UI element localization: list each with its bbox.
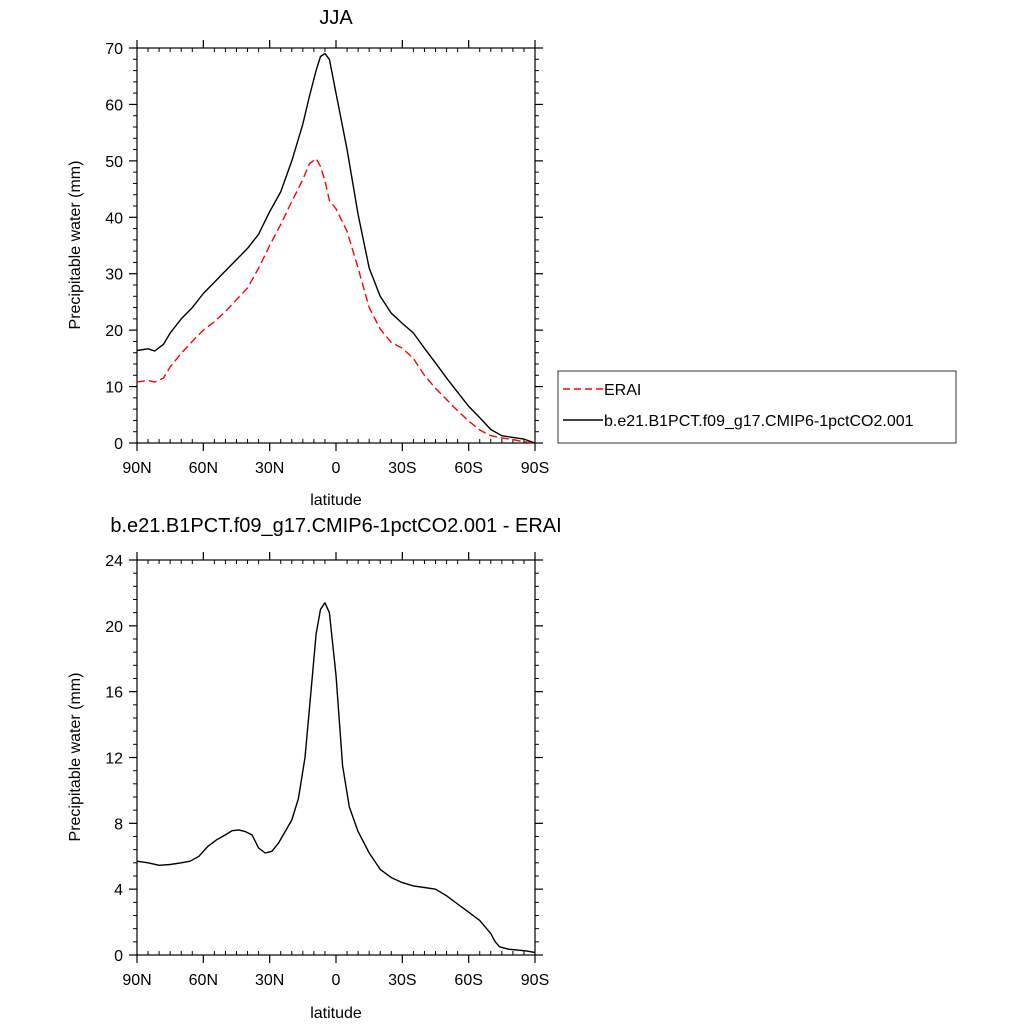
legend-label-model: b.e21.B1PCT.f09_g17.CMIP6-1pctCO2.001 (604, 413, 914, 430)
panel-2-y-tick-label: 16 (105, 685, 123, 702)
panel-2-x-tick-label: 60S (454, 972, 482, 989)
panel-2-y-tick-label: 12 (105, 751, 123, 768)
panel-2-x-axis-label: latitude (310, 1005, 362, 1022)
panel-1-y-tick-label: 30 (105, 267, 123, 284)
panel-2-x-tick-label: 60N (189, 972, 218, 989)
panel-1-series-erai-line (136, 157, 536, 444)
panel-1-axes: 90N 60N 30N 0 30S 60S 90S 0 10 20 30 40 50 60 70 (105, 40, 549, 477)
panel-2-x-tick-label: 90S (521, 972, 549, 989)
legend: ERAI b.e21.B1PCT.f09_g17.CMIP6-1pctCO2.0… (557, 370, 957, 444)
panel-2-plot-frame (136, 559, 536, 956)
panel-2-x-tick-label: 0 (332, 972, 341, 989)
panel-2-y-tick-label: 4 (114, 882, 123, 899)
panel-1-y-tick-label: 50 (105, 154, 123, 171)
panel-1-x-tick-label: 60S (454, 460, 482, 477)
panel-1-series (136, 52, 536, 444)
legend-label-erai: ERAI (604, 382, 641, 399)
panel-2-title: b.e21.B1PCT.f09_g17.CMIP6-1pctCO2.001 - … (110, 515, 561, 537)
panel-2-axes: 90N 60N 30N 0 30S 60S 90S 0 4 8 12 16 20 24 (105, 552, 549, 989)
panel-1-x-tick-label: 90S (521, 460, 549, 477)
panel-2: b.e21.B1PCT.f09_g17.CMIP6-1pctCO2.001 - … (67, 515, 562, 1022)
panel-1-y-axis-label: Precipitable water (mm) (67, 161, 84, 330)
panel-1-title: JJA (319, 7, 353, 29)
panel-1-y-tick-label: 40 (105, 210, 123, 227)
panel-2-y-axis-label: Precipitable water (mm) (67, 673, 84, 842)
panel-2-series-model-line (136, 602, 536, 954)
panel-1-x-tick-label: 30S (388, 460, 416, 477)
panel-2-y-tick-label: 8 (114, 816, 123, 833)
panel-1-y-tick-label: 20 (105, 323, 123, 340)
panel-2-x-tick-label: 30S (388, 972, 416, 989)
panel-1-series-model-line (136, 52, 536, 444)
panel-1-x-tick-label: 30N (255, 460, 284, 477)
panel-2-x-tick-label: 30N (255, 972, 284, 989)
panel-1-x-tick-label: 60N (189, 460, 218, 477)
panel-1-y-tick-label: 10 (105, 380, 123, 397)
panel-1-y-tick-label: 70 (105, 41, 123, 58)
panel-1: JJA 90N 60N 30N 0 30S 60S 90S 0 10 20 30 40 50 60 70 l… (67, 7, 549, 509)
panel-1-plot-frame (136, 47, 536, 444)
panel-2-y-tick-label: 24 (105, 553, 123, 570)
panel-2-y-tick-label: 0 (114, 948, 123, 965)
panel-1-x-axis-label: latitude (310, 492, 362, 509)
legend-box (557, 370, 957, 444)
panel-2-series (136, 602, 536, 954)
panel-1-y-tick-label: 60 (105, 97, 123, 114)
panel-1-y-tick-label: 0 (114, 436, 123, 453)
panel-2-y-tick-label: 20 (105, 619, 123, 636)
panel-1-x-tick-label: 90N (122, 460, 151, 477)
panel-2-x-tick-label: 90N (122, 972, 151, 989)
panel-1-x-tick-label: 0 (332, 460, 341, 477)
